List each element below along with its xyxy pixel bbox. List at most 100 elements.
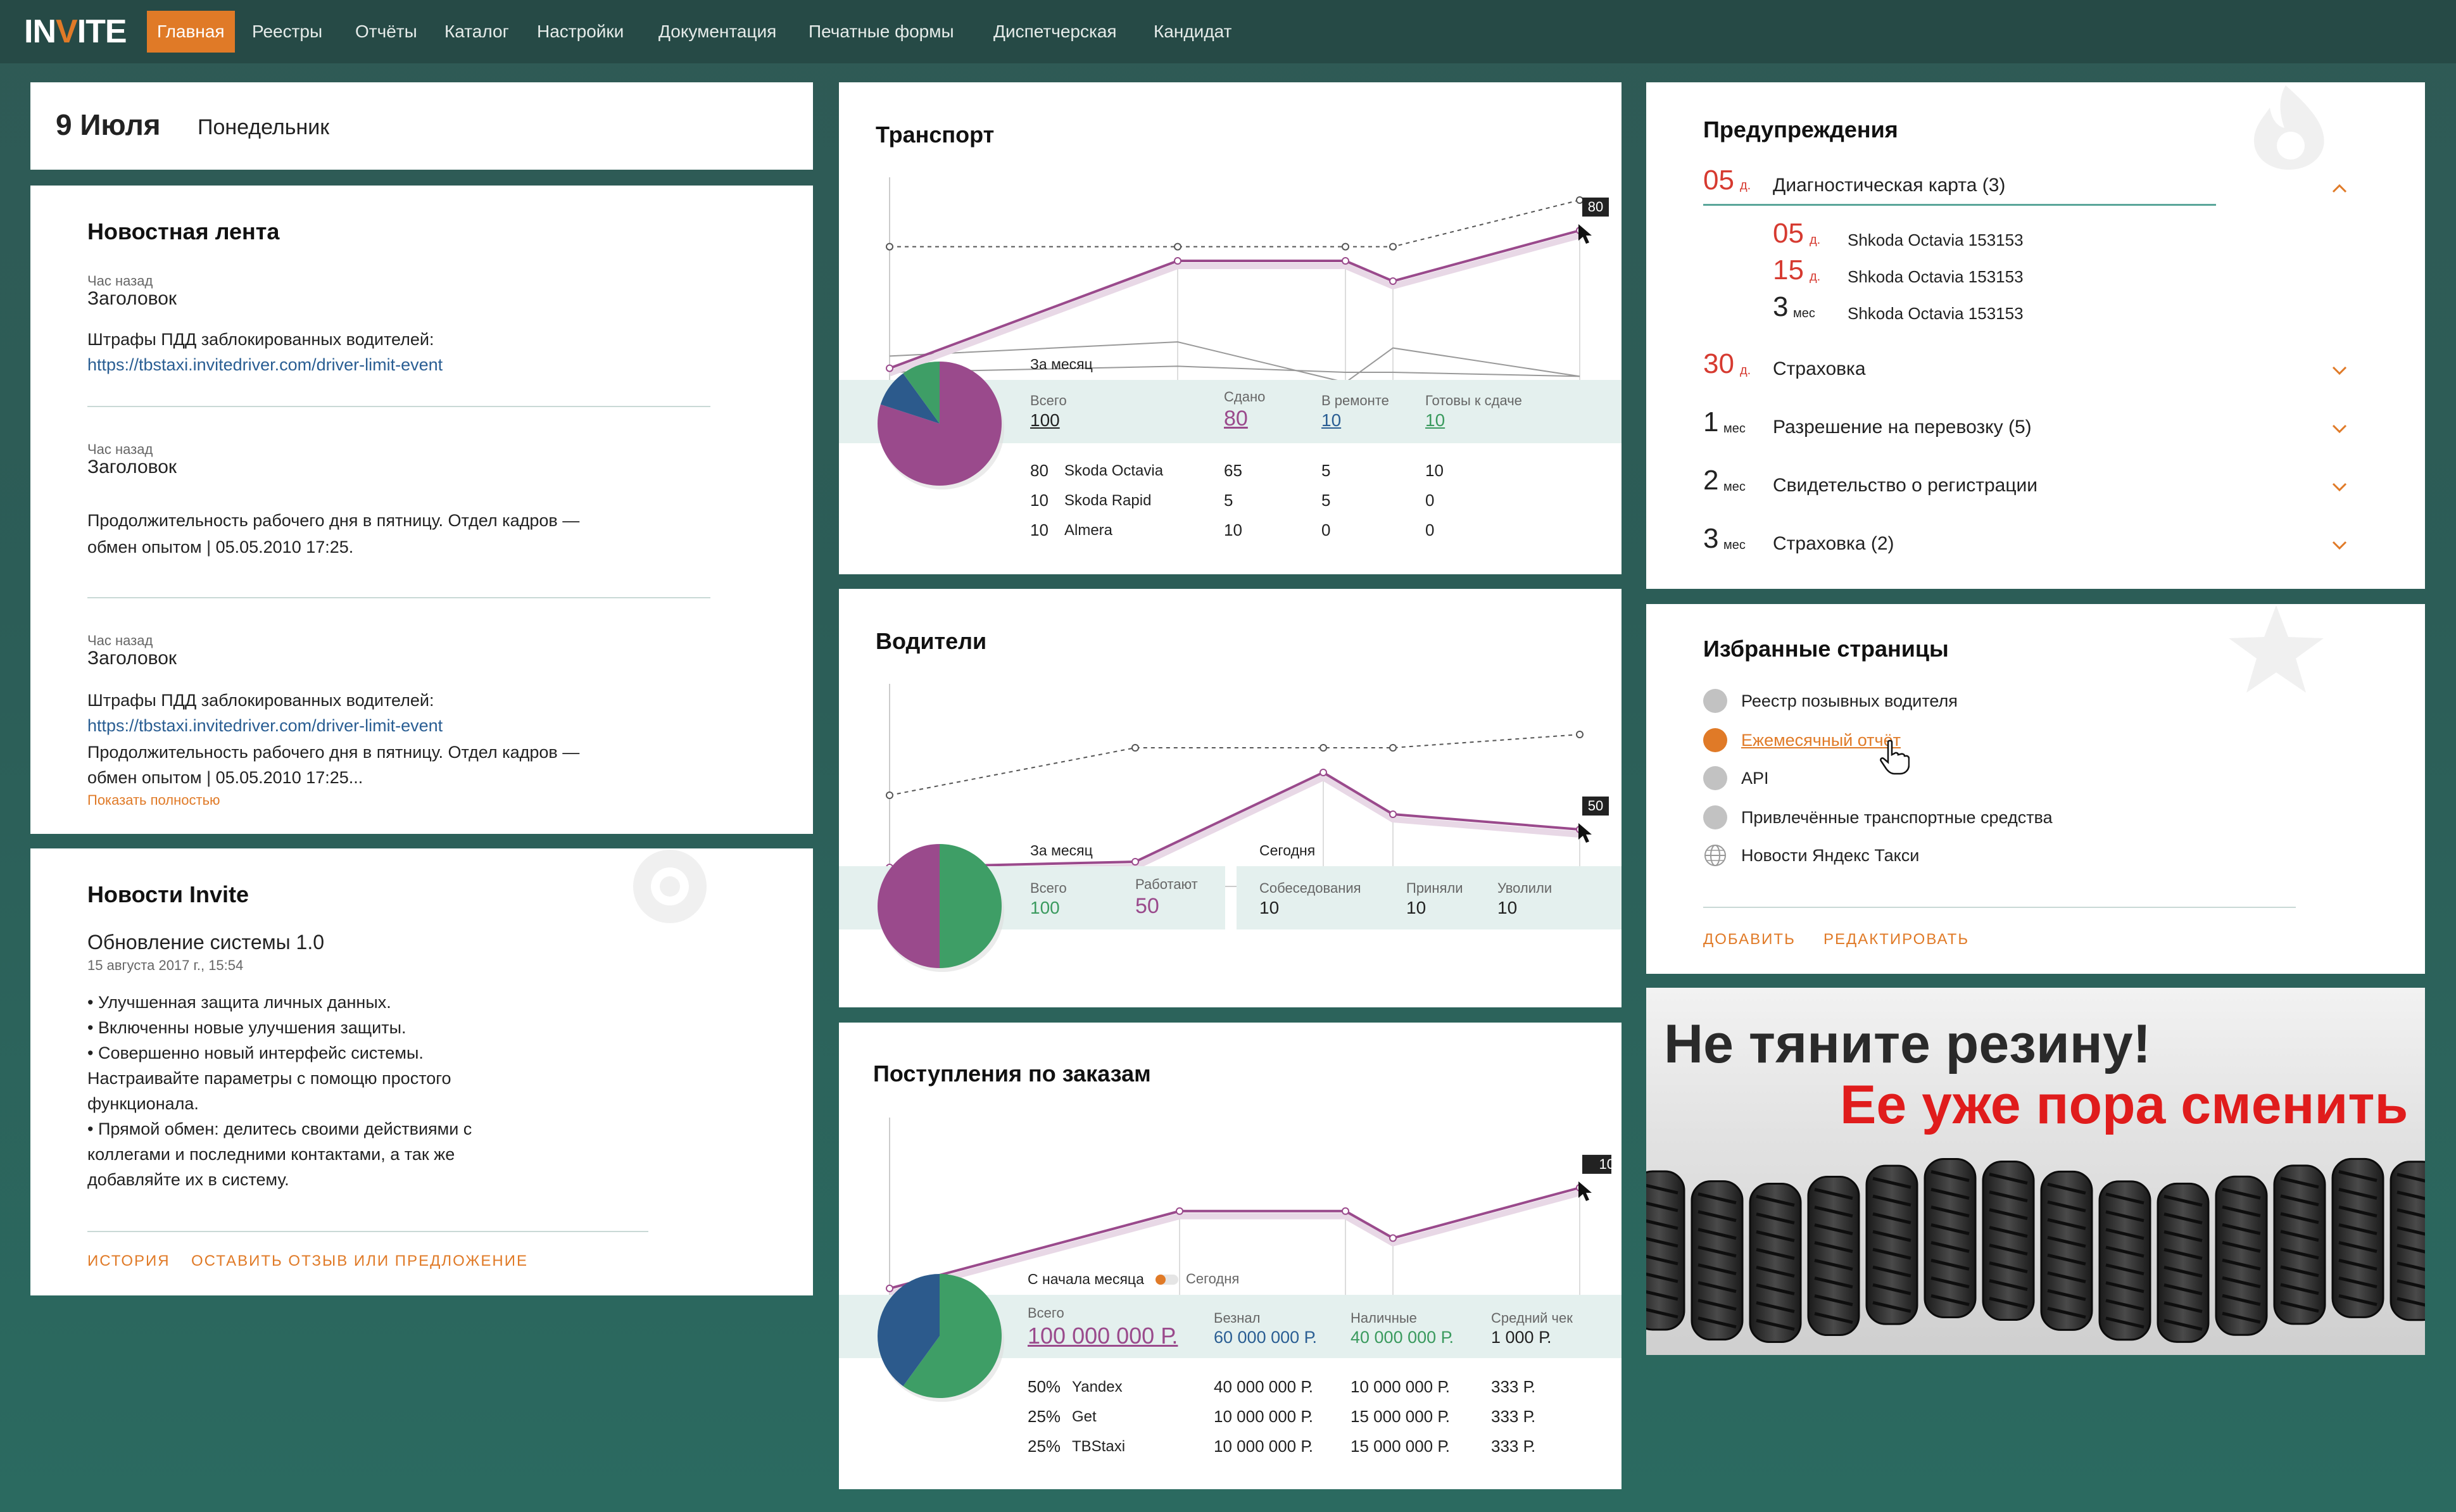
data-point[interactable]	[1176, 1207, 1183, 1215]
nav-item-settings[interactable]: Настройки	[537, 22, 624, 41]
warning-unit: мес	[1723, 422, 1746, 436]
chevron-down-icon[interactable]	[2331, 539, 2348, 551]
stat-interviews[interactable]: 10	[1259, 898, 1280, 917]
tooltip-text: 50	[1588, 798, 1603, 814]
edit-favorites-button[interactable]: РЕДАКТИРОВАТЬ	[1823, 931, 1970, 948]
stat-ready[interactable]: 10	[1425, 410, 1445, 430]
pie-slice[interactable]	[940, 844, 1002, 968]
invite-news-line: • Улучшенная защита личных данных.	[87, 993, 391, 1012]
stat-fired[interactable]: 10	[1497, 898, 1518, 917]
row-value: 5	[1321, 461, 1331, 480]
data-point[interactable]	[886, 1284, 893, 1292]
chevron-down-icon[interactable]	[2331, 481, 2348, 493]
nav-item-candidate[interactable]: Кандидат	[1154, 22, 1232, 41]
news-heading[interactable]: Заголовок	[87, 288, 177, 309]
invite-news-line: • Включенны новые улучшения защиты.	[87, 1018, 406, 1037]
nav-item-reports[interactable]: Отчёты	[355, 22, 417, 41]
row-name[interactable]: Almera	[1064, 522, 1113, 539]
data-point[interactable]	[886, 791, 893, 799]
tire-banner[interactable]: Не тяните резину! Ее уже пора сменить	[1646, 988, 2425, 1355]
stat-avg[interactable]: 1 000 Р.	[1491, 1328, 1552, 1347]
feedback-button[interactable]: ОСТАВИТЬ ОТЗЫВ ИЛИ ПРЕДЛОЖЕНИЕ	[191, 1252, 528, 1269]
warning-sub-label[interactable]: Shkoda Octavia 153153	[1848, 230, 2024, 249]
tire-tread	[2163, 1212, 2203, 1225]
data-point[interactable]	[1131, 858, 1139, 866]
tire-tread	[1697, 1299, 1737, 1311]
data-point[interactable]	[1389, 810, 1397, 818]
news-heading[interactable]: Заголовок	[87, 648, 177, 669]
row-name[interactable]: Yandex	[1072, 1378, 1123, 1395]
period-toggle[interactable]	[1156, 1275, 1178, 1285]
warning-sub-label[interactable]: Shkoda Octavia 153153	[1848, 267, 2024, 286]
nav-item-catalog[interactable]: Каталог	[444, 22, 509, 41]
nav-item-print-forms[interactable]: Печатные формы	[809, 22, 954, 41]
tire-tread	[1646, 1201, 1678, 1213]
data-point[interactable]	[886, 243, 893, 251]
warning-sub-label[interactable]: Shkoda Octavia 153153	[1848, 304, 2024, 323]
chevron-down-icon[interactable]	[2331, 365, 2348, 376]
tire-tread	[2396, 1190, 2425, 1200]
pie-slice[interactable]	[880, 373, 940, 424]
tire-tread	[2047, 1253, 2086, 1266]
row-name[interactable]: TBStaxi	[1072, 1438, 1126, 1455]
stat-handed[interactable]: 80	[1224, 406, 1248, 431]
tire-tread	[2047, 1182, 2086, 1195]
stat-repair[interactable]: 10	[1321, 410, 1342, 430]
stat-hired[interactable]: 10	[1406, 898, 1426, 917]
data-point[interactable]	[1389, 277, 1397, 285]
nav-item-dispatch[interactable]: Диспетчерская	[993, 22, 1117, 41]
data-point[interactable]	[1131, 744, 1139, 752]
tire-tread	[1697, 1228, 1737, 1240]
data-point[interactable]	[1389, 243, 1397, 251]
orders-period-today[interactable]: Сегодня	[1186, 1271, 1240, 1287]
chevron-up-icon[interactable]	[2331, 182, 2348, 194]
chevron-down-icon[interactable]	[2331, 423, 2348, 434]
data-point[interactable]	[886, 364, 893, 372]
stat-total[interactable]: 100	[1030, 898, 1060, 917]
pie-slice[interactable]	[878, 844, 940, 968]
data-point[interactable]	[1174, 243, 1181, 251]
stat-cash[interactable]: 40 000 000 Р.	[1351, 1328, 1454, 1347]
tire-tread	[1989, 1208, 2028, 1220]
row-name[interactable]: Skoda Rapid	[1064, 492, 1152, 509]
data-point[interactable]	[1174, 257, 1181, 265]
data-point[interactable]	[1576, 196, 1584, 204]
news-link[interactable]: https://tbstaxi.invitedriver.com/driver-…	[87, 716, 443, 735]
data-point[interactable]	[1342, 243, 1349, 251]
nav-item-home[interactable]: Главная	[147, 11, 235, 53]
data-point[interactable]	[1319, 744, 1327, 752]
tire	[2040, 1170, 2093, 1331]
tire-tread	[1646, 1219, 1678, 1230]
invite-logo[interactable]: INVITE	[24, 13, 127, 50]
news-heading[interactable]: Заголовок	[87, 457, 177, 477]
pie-slice[interactable]	[903, 1274, 1002, 1398]
pie-slice[interactable]	[903, 362, 940, 424]
data-point[interactable]	[1319, 769, 1327, 776]
favorite-label: Привлечённые транспортные средства	[1741, 808, 2053, 827]
stat-cashless[interactable]: 60 000 000 Р.	[1214, 1328, 1318, 1347]
stat-total[interactable]: 100	[1030, 410, 1060, 430]
data-point[interactable]	[1389, 1234, 1397, 1242]
invite-news-line: добавляйте их в систему.	[87, 1170, 289, 1189]
row-name[interactable]: Get	[1072, 1408, 1097, 1425]
nav-item-registries[interactable]: Реестры	[252, 22, 323, 41]
data-point[interactable]	[1389, 744, 1397, 752]
tire-tread	[1814, 1188, 1853, 1200]
news-link[interactable]: https://tbstaxi.invitedriver.com/driver-…	[87, 355, 443, 374]
stat-total[interactable]: 100 000 000 Р.	[1028, 1323, 1178, 1349]
orders-period-month[interactable]: С начала месяца	[1028, 1271, 1144, 1287]
nav-item-documentation[interactable]: Документация	[658, 22, 777, 41]
data-point[interactable]	[1576, 731, 1584, 738]
row-name[interactable]: Skoda Octavia	[1064, 462, 1164, 479]
history-button[interactable]: ИСТОРИЯ	[87, 1252, 170, 1269]
tire-tread	[2047, 1306, 2086, 1319]
data-point[interactable]	[1342, 257, 1349, 265]
date-card: 9 Июля Понедельник	[30, 82, 813, 170]
tire-tread	[2338, 1258, 2377, 1271]
show-more-link[interactable]: Показать полностью	[87, 792, 220, 808]
tire-tread	[2105, 1210, 2144, 1223]
stat-working[interactable]: 50	[1135, 894, 1159, 918]
pie-slice[interactable]	[878, 1274, 940, 1387]
add-favorite-button[interactable]: ДОБАВИТЬ	[1703, 931, 1796, 948]
data-point[interactable]	[1342, 1207, 1349, 1215]
